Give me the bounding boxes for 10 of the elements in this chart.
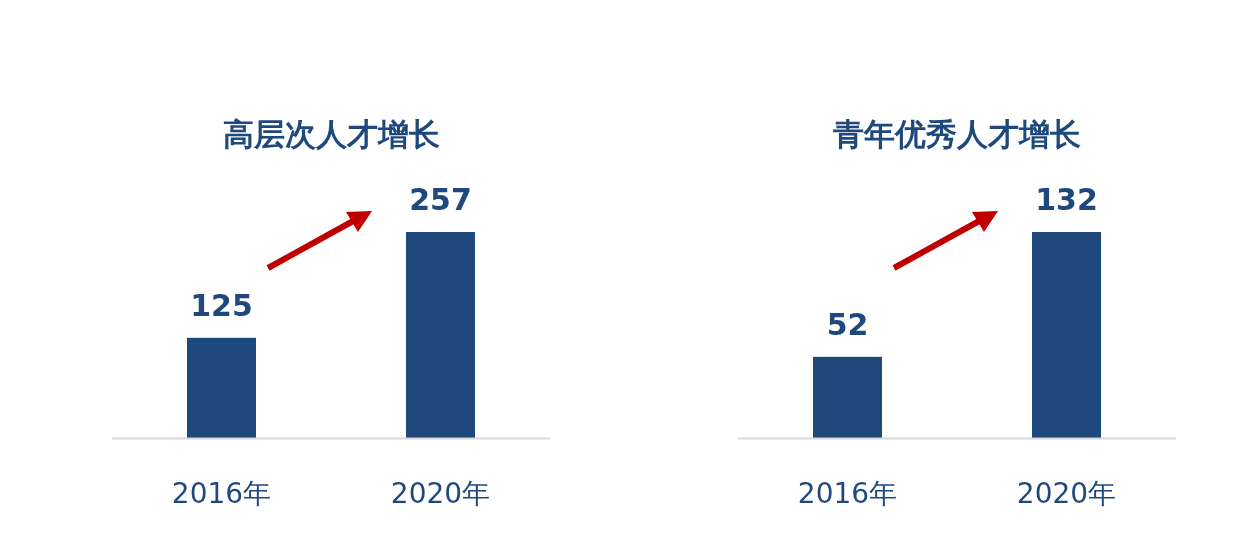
x-tick-label: 2020年 (390, 477, 491, 510)
data-label: 257 (409, 182, 472, 217)
chart-title: 高层次人才增长 (222, 116, 440, 152)
data-label: 52 (826, 306, 869, 342)
data-label: 132 (1035, 182, 1098, 217)
chart-title: 青年优秀人才增长 (832, 116, 1081, 152)
x-tick-label: 2020年 (1016, 477, 1117, 510)
x-tick-label: 2016年 (171, 477, 272, 510)
data-label: 125 (190, 287, 253, 323)
x-tick-label: 2016年 (797, 477, 898, 510)
